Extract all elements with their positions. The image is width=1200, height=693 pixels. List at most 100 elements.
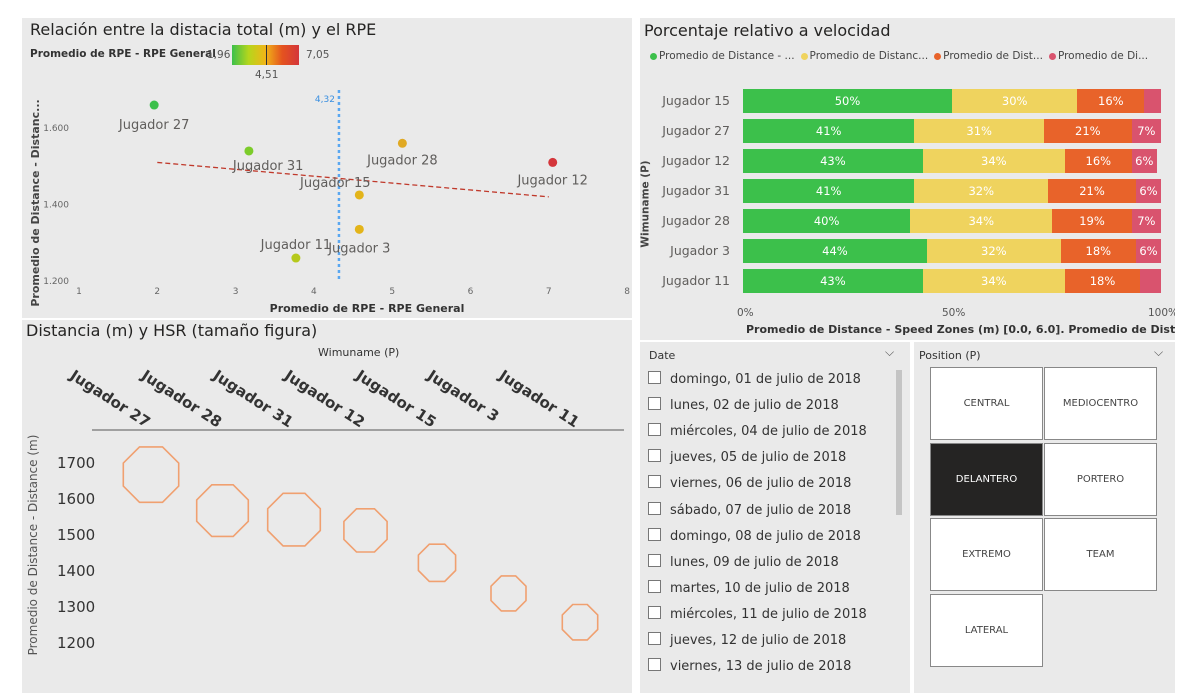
checkbox[interactable]: [648, 658, 661, 672]
bar-segment[interactable]: 34%: [910, 209, 1053, 233]
tile-mediocentro[interactable]: MEDIOCENTRO: [1044, 367, 1157, 440]
date-slicer-item[interactable]: lunes, 02 de julio de 2018: [648, 397, 839, 413]
tile-team[interactable]: TEAM: [1044, 518, 1157, 591]
scatter-plot[interactable]: Promedio de Distance - Distanc... 1.600 1.…: [22, 18, 632, 318]
scatter-point[interactable]: [244, 146, 254, 156]
bar-row[interactable]: Jugador 31 41% 32% 21% 6%: [640, 179, 1165, 203]
bar-segment[interactable]: 18%: [1060, 239, 1136, 263]
octagon-marker[interactable]: [490, 575, 527, 612]
date-slicer-item[interactable]: viernes, 13 de julio de 2018: [648, 658, 851, 674]
bar-segment[interactable]: 34%: [922, 269, 1065, 293]
bar-segment[interactable]: 21%: [1048, 179, 1136, 203]
bar-segment[interactable]: 6%: [1135, 179, 1161, 203]
tile-extremo[interactable]: EXTREMO: [930, 518, 1043, 591]
checkbox[interactable]: [648, 553, 661, 567]
bar-segment[interactable]: 44%: [743, 239, 927, 263]
checkbox[interactable]: [648, 397, 661, 411]
bar-segment[interactable]: 6%: [1135, 239, 1161, 263]
date-slicer-item[interactable]: miércoles, 11 de julio de 2018: [648, 605, 867, 622]
checkbox[interactable]: [648, 527, 661, 541]
checkbox[interactable]: [648, 449, 661, 463]
scatter-visual[interactable]: Relación entre la distacia total (m) y e…: [22, 18, 632, 318]
date-slicer-item[interactable]: viernes, 06 de julio de 2018: [648, 475, 851, 491]
checkbox[interactable]: [648, 632, 661, 645]
checkbox[interactable]: [648, 371, 661, 384]
bar-segment[interactable]: 31%: [914, 119, 1044, 143]
bar-segment[interactable]: 32%: [926, 239, 1061, 263]
scatter-point[interactable]: [397, 138, 407, 148]
bar-segment[interactable]: 30%: [952, 89, 1078, 113]
octagon-marker[interactable]: [417, 543, 457, 583]
octagon-marker[interactable]: [122, 446, 180, 504]
bar-segment[interactable]: 21%: [1043, 119, 1132, 143]
scatter-point-label: Jugador 27: [118, 118, 190, 133]
bar-segment[interactable]: 34%: [922, 149, 1065, 173]
bar-row[interactable]: Jugador 27 41% 31% 21% 7%: [640, 119, 1165, 143]
bar-row[interactable]: Jugador 28 40% 34% 19% 7%: [640, 209, 1165, 233]
bar-segment[interactable]: 6%: [1131, 149, 1157, 173]
bar-segment[interactable]: 41%: [743, 119, 915, 143]
bar-segment[interactable]: 7%: [1131, 119, 1161, 143]
chevron-down-icon[interactable]: ⌵: [1154, 345, 1164, 359]
date-slicer-item[interactable]: domingo, 08 de julio de 2018: [648, 527, 861, 544]
octagon-category-label: Jugador 15: [352, 366, 440, 432]
bar-segment[interactable]: [1140, 269, 1161, 293]
bar-segment[interactable]: 50%: [743, 89, 952, 113]
scatter-point[interactable]: [291, 253, 301, 263]
date-slicer[interactable]: Date ⌵ domingo, 01 de julio de 2018 lunes…: [640, 342, 910, 693]
date-slicer-item[interactable]: miércoles, 04 de julio de 2018: [648, 423, 867, 439]
bar-segment[interactable]: 40%: [743, 209, 911, 233]
tile-delantero[interactable]: DELANTERO: [930, 443, 1043, 516]
scrollbar-thumb[interactable]: [896, 370, 902, 515]
date-slicer-item[interactable]: lunes, 09 de julio de 2018: [648, 553, 839, 570]
octagon-category-label: Jugador 11: [495, 366, 583, 432]
tile-portero[interactable]: PORTERO: [1044, 443, 1157, 516]
scatter-point[interactable]: [149, 100, 159, 110]
scatter-point[interactable]: [354, 224, 364, 234]
bar-segment[interactable]: 43%: [743, 269, 923, 293]
date-slicer-item[interactable]: domingo, 01 de julio de 2018: [648, 371, 861, 387]
date-slicer-item[interactable]: jueves, 12 de julio de 2018: [648, 632, 846, 648]
bar-legend-item[interactable]: Promedio de Di...: [1048, 50, 1148, 62]
checkbox[interactable]: [648, 579, 661, 593]
checkbox[interactable]: [648, 501, 661, 515]
chevron-down-icon[interactable]: ⌵: [885, 345, 895, 359]
octagon-marker[interactable]: [343, 508, 388, 553]
bar-segment[interactable]: 7%: [1131, 209, 1161, 233]
bar-row[interactable]: Jugador 3 44% 32% 18% 6%: [640, 239, 1165, 263]
bar-segment[interactable]: 41%: [743, 179, 915, 203]
octagon-marker[interactable]: [561, 603, 599, 641]
scatter-point-label: Jugador 3: [327, 241, 390, 256]
bar-segment[interactable]: [1144, 89, 1161, 113]
date-slicer-item[interactable]: jueves, 05 de julio de 2018: [648, 449, 846, 465]
bar-segment[interactable]: 19%: [1052, 209, 1132, 233]
bar-segment[interactable]: 16%: [1077, 89, 1145, 113]
scatter-point[interactable]: [548, 157, 558, 167]
bar-legend-item[interactable]: Promedio de Distance - ...: [650, 50, 795, 62]
checkbox[interactable]: [648, 423, 661, 437]
bar-legend-item[interactable]: Promedio de Distanc...: [800, 50, 928, 62]
bar-row[interactable]: Jugador 15 50% 30% 16%: [640, 89, 1165, 113]
position-slicer[interactable]: Position (P) ⌵ CENTRAL MEDIOCENTRO DELAN…: [914, 342, 1175, 693]
checkbox[interactable]: [648, 605, 661, 619]
date-slicer-item[interactable]: sábado, 07 de julio de 2018: [648, 501, 851, 518]
bar-row[interactable]: Jugador 11 43% 34% 18%: [640, 269, 1165, 293]
checkbox[interactable]: [648, 475, 661, 489]
bar-segment[interactable]: 32%: [914, 179, 1049, 203]
tile-lateral[interactable]: LATERAL: [930, 594, 1043, 667]
bar-segment[interactable]: 18%: [1064, 269, 1141, 293]
speed-bar-visual[interactable]: Porcentaje relativo a velocidad Promedio…: [640, 18, 1175, 340]
bar-legend-item[interactable]: Promedio de Dist...: [934, 50, 1043, 62]
tile-central[interactable]: CENTRAL: [930, 367, 1043, 440]
scatter-x-tick: 4: [311, 287, 317, 297]
octagon-chart[interactable]: Promedio de Distance - Distance (m) 1700 1…: [22, 320, 632, 693]
date-label: miércoles, 11 de julio de 2018: [670, 606, 867, 622]
bar-segment[interactable]: 16%: [1064, 149, 1132, 173]
date-slicer-item[interactable]: martes, 10 de julio de 2018: [648, 579, 850, 596]
octagon-marker[interactable]: [266, 492, 322, 547]
bar-row[interactable]: Jugador 12 43% 34% 16% 6%: [640, 149, 1165, 173]
scatter-point[interactable]: [354, 190, 364, 200]
octagon-marker[interactable]: [195, 484, 250, 538]
bar-segment[interactable]: 43%: [743, 149, 923, 173]
distance-hsr-visual[interactable]: Distancia (m) y HSR (tamaño figura) Wimu…: [22, 320, 632, 693]
